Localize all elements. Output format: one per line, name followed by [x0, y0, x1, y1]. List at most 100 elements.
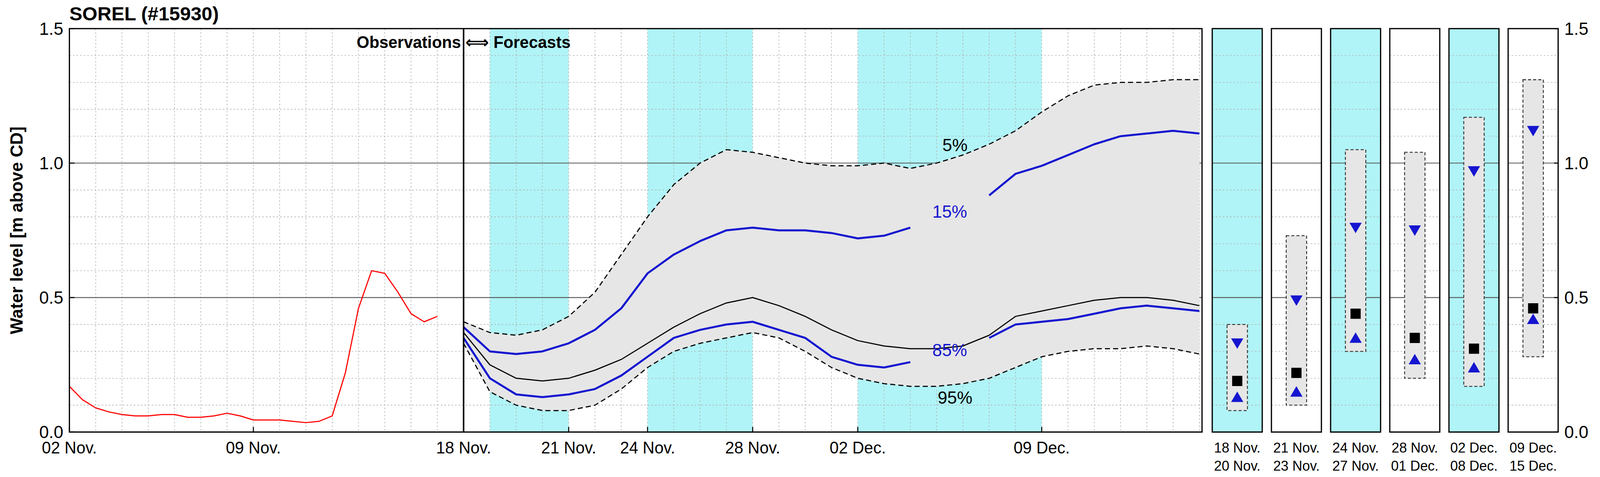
minor-grid: [1212, 108, 1263, 110]
minor-grid: [226, 28, 228, 432]
x-tick: [68, 426, 70, 432]
y-tick: [1553, 431, 1558, 433]
minor-grid: [463, 28, 464, 432]
x-tick-label: 28 Nov.: [725, 438, 781, 457]
marker-15: [1527, 125, 1540, 137]
minor-grid: [1330, 404, 1381, 406]
period-panel: [1212, 28, 1263, 432]
grid-line: [1212, 162, 1263, 164]
minor-grid: [1448, 404, 1500, 406]
minor-grid: [1212, 216, 1263, 218]
range-box: [1286, 235, 1307, 405]
minor-grid: [69, 55, 1203, 56]
panel-label: 24 Nov.: [1332, 439, 1379, 455]
minor-grid: [1271, 135, 1322, 137]
panel-label: 01 Dec.: [1391, 457, 1439, 473]
minor-grid: [1271, 189, 1322, 190]
minor-grid: [1389, 108, 1440, 110]
x-tick: [462, 426, 464, 432]
minor-grid: [1330, 108, 1381, 110]
x-tick-label: 24 Nov.: [619, 438, 675, 457]
series-line: [463, 332, 1200, 411]
marker-median: [1528, 302, 1539, 314]
annotation: Observations ⟺ Forecasts: [356, 33, 571, 52]
minor-grid: [1448, 108, 1500, 110]
panel-label: 02 Dec.: [1450, 439, 1498, 455]
period-panel: [1389, 28, 1440, 432]
panel-frame: [1508, 28, 1559, 432]
minor-grid: [1389, 55, 1440, 56]
marker-85: [1231, 391, 1244, 402]
x-tick: [646, 426, 648, 432]
marker-15: [1231, 338, 1244, 349]
plot-frame: [69, 28, 1203, 432]
minor-grid: [147, 28, 149, 432]
y-tick-label: 1.5: [1564, 18, 1589, 39]
x-tick: [568, 426, 570, 432]
marker-median: [1350, 308, 1361, 319]
minor-grid: [1212, 135, 1263, 137]
minor-grid: [305, 28, 307, 432]
minor-grid: [1330, 55, 1381, 56]
series-line: [463, 79, 1200, 336]
x-tick-label: 09 Nov.: [226, 438, 282, 457]
panel-bg: [1330, 28, 1381, 432]
series-label: 85%: [932, 339, 968, 360]
period-panel: [1271, 28, 1322, 432]
panel-label: 23 Nov.: [1273, 457, 1320, 473]
y-tick-label: 0.0: [39, 421, 64, 442]
marker-85: [1467, 361, 1481, 373]
panel-frame: [1448, 28, 1500, 432]
minor-grid: [69, 377, 1203, 378]
x-tick-label: 09 Dec.: [1013, 438, 1070, 457]
series-line: [463, 305, 1200, 397]
x-tick: [1041, 426, 1043, 432]
minor-grid: [1271, 216, 1322, 218]
y-tick-label: 1.0: [39, 153, 64, 173]
range-box: [1523, 79, 1544, 357]
x-tick-label: 21 Nov.: [541, 438, 597, 457]
marker-median: [1409, 332, 1421, 343]
panel-label: 18 Nov.: [1213, 439, 1261, 455]
y-tick-label: 1.5: [39, 18, 64, 39]
minor-grid: [1212, 189, 1263, 190]
minor-grid: [69, 108, 1203, 110]
y-tick-label: 1.0: [1564, 153, 1589, 173]
chart: 5%15%85%95%02 Nov.09 Nov.18 Nov.21 Nov.2…: [0, 0, 1600, 477]
series-line: [69, 270, 438, 423]
series-line: [463, 297, 1200, 381]
panel-label: 09 Dec.: [1509, 439, 1558, 455]
period-panel: [1448, 28, 1500, 432]
panel-frame: [1330, 28, 1381, 432]
panel-label: 15 Dec.: [1509, 457, 1558, 473]
period-panel: [1330, 28, 1381, 432]
y-tick: [1553, 28, 1558, 29]
grid-line: [1212, 297, 1263, 298]
y-tick: [69, 28, 75, 29]
minor-grid: [279, 28, 280, 432]
panel-label: 21 Nov.: [1273, 439, 1320, 455]
y-tick: [1553, 296, 1558, 298]
marker-15: [1290, 295, 1303, 306]
panel-bg: [1271, 28, 1322, 432]
x-tick: [857, 426, 859, 432]
y-tick-label: 0.5: [1564, 287, 1589, 307]
y-axis-label: Water level [m above CD]: [6, 126, 27, 334]
series-label: 15%: [932, 201, 968, 222]
panel-bg: [1508, 28, 1559, 432]
minor-grid: [1271, 108, 1322, 110]
panel-bg: [1448, 28, 1500, 432]
period-panel: [1508, 28, 1559, 432]
minor-grid: [95, 28, 96, 432]
minor-grid: [1389, 81, 1440, 83]
panel-bg: [1212, 28, 1263, 432]
minor-grid: [1330, 135, 1381, 137]
marker-85: [1527, 313, 1540, 324]
marker-85: [1349, 331, 1362, 343]
grid-line: [1271, 162, 1322, 164]
series-label: 5%: [942, 135, 968, 155]
y-tick: [69, 296, 75, 298]
minor-grid: [69, 81, 1203, 83]
y-tick: [1553, 162, 1558, 164]
minor-grid: [1271, 55, 1322, 56]
